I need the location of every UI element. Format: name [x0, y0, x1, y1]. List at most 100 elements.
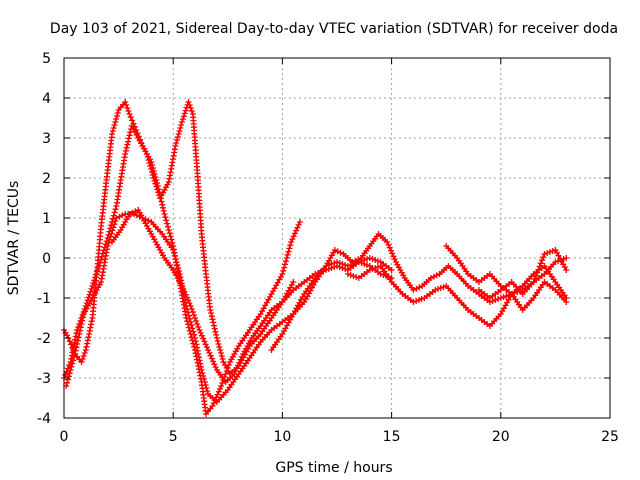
data-point	[71, 354, 77, 361]
data-point	[108, 230, 115, 237]
data-point	[153, 183, 160, 190]
data-point	[334, 263, 340, 269]
data-point	[390, 253, 397, 260]
data-point	[186, 300, 193, 307]
data-point	[334, 248, 341, 255]
data-point	[88, 318, 95, 325]
data-point	[366, 255, 373, 261]
data-point	[183, 294, 190, 301]
data-point	[83, 343, 90, 350]
data-point	[531, 275, 538, 282]
data-point	[355, 259, 362, 265]
data-point	[125, 138, 132, 145]
data-point	[119, 212, 126, 219]
data-point	[79, 314, 86, 321]
data-point	[76, 331, 83, 337]
data-point	[286, 245, 293, 252]
data-point	[203, 344, 210, 351]
data-point	[415, 297, 422, 303]
data-point	[124, 141, 131, 148]
data-point	[201, 376, 207, 382]
data-point	[211, 361, 218, 368]
data-point	[174, 262, 181, 268]
x-tick-label: 20	[492, 429, 510, 445]
data-point	[144, 151, 150, 157]
data-point	[534, 269, 541, 276]
data-point	[161, 211, 168, 217]
series-trace	[445, 245, 567, 311]
data-point	[70, 357, 77, 364]
data-point	[77, 327, 83, 334]
data-point	[186, 102, 193, 108]
data-point	[232, 368, 239, 375]
data-point	[331, 264, 338, 270]
data-point	[283, 255, 290, 261]
data-point	[189, 309, 196, 315]
data-point	[178, 119, 185, 125]
data-point	[181, 110, 188, 117]
data-point	[350, 273, 357, 279]
data-point	[563, 267, 570, 273]
data-point	[364, 256, 370, 262]
data-point	[355, 256, 362, 263]
data-point	[282, 261, 288, 268]
data-point	[201, 338, 208, 345]
data-point	[194, 344, 200, 351]
data-point	[67, 367, 74, 373]
data-point	[279, 271, 286, 277]
data-point	[111, 122, 118, 128]
data-point	[97, 256, 104, 263]
data-point	[116, 213, 123, 220]
data-point	[206, 349, 213, 356]
data-point	[147, 163, 154, 169]
data-point	[290, 279, 297, 285]
data-point	[418, 296, 425, 302]
data-point	[440, 284, 447, 290]
data-point	[207, 307, 214, 313]
data-point	[163, 217, 170, 224]
data-point	[86, 291, 93, 298]
data-point	[188, 322, 195, 329]
data-point	[336, 264, 343, 270]
data-point	[90, 280, 97, 287]
y-tick-label: 3	[42, 131, 51, 147]
data-point	[173, 140, 180, 146]
data-point	[152, 180, 159, 187]
data-point	[530, 279, 537, 285]
data-point	[210, 358, 217, 365]
data-point	[154, 186, 161, 193]
data-point	[149, 172, 156, 178]
data-point	[75, 334, 82, 341]
data-point	[287, 242, 294, 249]
data-point	[73, 330, 80, 337]
data-point	[68, 363, 75, 370]
data-point	[289, 236, 296, 243]
data-point	[173, 259, 180, 265]
data-point	[110, 224, 117, 231]
data-point	[122, 151, 129, 157]
data-point	[196, 327, 203, 333]
data-point	[342, 266, 349, 272]
data-point	[109, 128, 116, 134]
data-point	[497, 295, 504, 301]
data-point	[91, 277, 98, 284]
data-point	[164, 220, 171, 227]
data-point	[111, 209, 118, 216]
data-point	[533, 272, 539, 279]
data-point	[380, 272, 387, 278]
data-point	[79, 356, 86, 362]
data-point	[218, 383, 225, 389]
data-point	[175, 268, 182, 274]
data-point	[210, 319, 217, 326]
data-point	[123, 102, 130, 108]
data-point	[180, 285, 187, 292]
chart-title: Day 103 of 2021, Sidereal Day-to-day VTE…	[50, 21, 618, 37]
data-point	[214, 391, 221, 398]
data-point	[87, 288, 94, 295]
data-point	[389, 250, 396, 257]
data-point	[540, 254, 547, 261]
data-point	[410, 287, 417, 293]
data-point	[88, 285, 95, 292]
data-point	[218, 350, 224, 356]
